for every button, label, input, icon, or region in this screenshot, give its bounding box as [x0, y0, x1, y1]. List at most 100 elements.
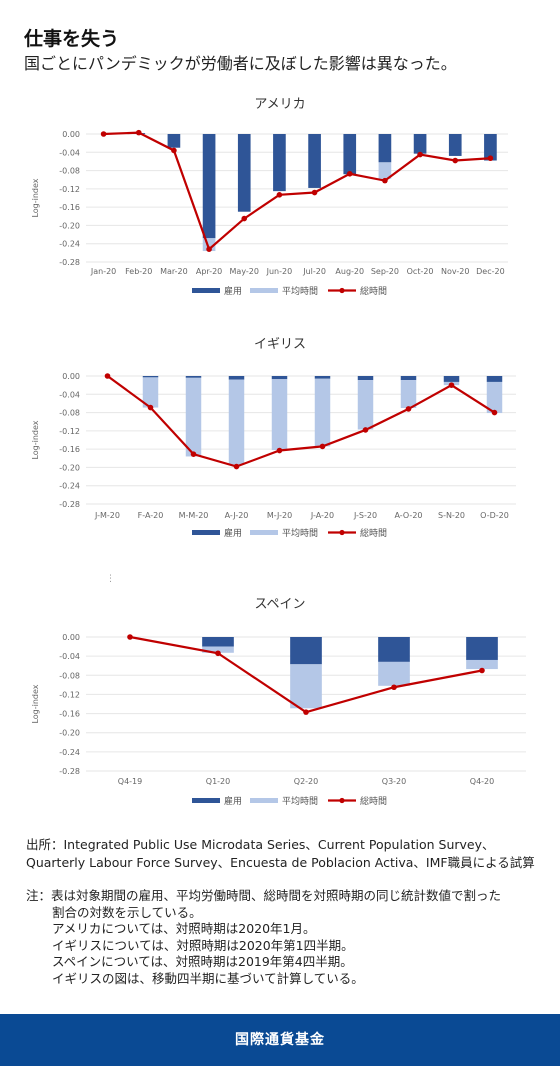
bar-employment	[413, 134, 427, 154]
legend-label: 雇用	[224, 527, 242, 539]
x-tick-label: Q1-20	[206, 777, 230, 786]
y-tick-label: -0.16	[59, 203, 80, 212]
bar-employment	[290, 637, 322, 665]
y-tick-label: -0.12	[59, 427, 80, 436]
point-total-hours	[127, 634, 133, 640]
x-tick-label: Jun-20	[266, 267, 293, 276]
legend-label: 総時間	[360, 527, 387, 539]
bar-avg-hours	[378, 661, 410, 686]
x-tick-label: F-A-20	[138, 511, 164, 520]
chart-usa: アメリカ 0.00 -0.04 -0.08 -0.12 -0.16 -0.20 -0.24 -0…	[0, 88, 560, 308]
x-tick-label: Q4-19	[118, 777, 142, 786]
point-total-hours	[303, 709, 309, 715]
bar-employment	[185, 376, 202, 378]
legend-swatch	[250, 798, 278, 803]
x-tick-label: Q4-20	[470, 777, 494, 786]
point-total-hours	[190, 451, 197, 457]
point-total-hours	[276, 192, 283, 198]
legend-label: 総時間	[360, 285, 387, 297]
legend-label: 平均時間	[282, 527, 318, 539]
y-tick-label: -0.08	[59, 671, 80, 680]
point-total-hours	[391, 684, 397, 691]
bar-employment	[378, 134, 392, 163]
legend-label: 総時間	[360, 795, 387, 807]
x-tick-label: Feb-20	[125, 267, 152, 276]
legend-swatch	[192, 530, 220, 535]
legend-swatch	[192, 798, 220, 803]
bar-employment	[308, 134, 321, 188]
point-total-hours	[233, 463, 240, 470]
legend-marker	[339, 797, 345, 804]
ellipsis-mark: ⋮	[106, 574, 115, 584]
bar-avg-hours	[290, 664, 322, 709]
y-axis-label: Log-index	[31, 420, 40, 459]
notes-block: 注：表は対象期間の雇用、平均労働時間、総時間を対照時期の同じ統計数値で割った 割…	[26, 888, 541, 987]
chart-title: イギリス	[254, 337, 306, 352]
y-tick-label: -0.08	[59, 167, 80, 176]
line-total-hours	[106, 375, 496, 468]
y-tick-label: -0.04	[59, 652, 80, 661]
y-tick-label: -0.12	[59, 690, 80, 699]
bar-avg-hours	[378, 162, 392, 179]
bar-employment	[202, 637, 234, 647]
chart-spain: スペイン 0.00 -0.04 -0.08 -0.12 -0.16 -0.20 -0.24 -0…	[0, 588, 560, 820]
y-tick-label: -0.20	[59, 221, 80, 230]
bar-employment	[142, 376, 159, 378]
point-total-hours	[100, 131, 107, 137]
point-total-hours	[487, 155, 494, 162]
footer-banner: 国際通貨基金	[0, 1014, 560, 1066]
y-tick-label: -0.20	[59, 463, 80, 472]
x-tick-label: M-M-20	[179, 511, 209, 520]
point-total-hours	[135, 129, 142, 136]
x-tick-label: Dec-20	[476, 267, 505, 276]
legend-swatch	[250, 288, 278, 293]
bar-avg-hours	[357, 380, 374, 430]
notes-line: イギリスについては、対照時期は2020年第1四半期。	[52, 937, 354, 953]
y-tick-label: -0.28	[59, 500, 80, 509]
x-tick-label: J-S-20	[353, 511, 377, 520]
x-tick-label: A-J-20	[225, 511, 249, 520]
y-tick-label: -0.12	[59, 185, 80, 194]
chart-title: アメリカ	[254, 97, 305, 112]
y-tick-label: -0.04	[59, 390, 80, 399]
point-total-hours	[206, 246, 212, 252]
bar-employment	[314, 376, 331, 379]
y-tick-label: 0.00	[62, 633, 80, 642]
x-tick-label: Jan-20	[90, 267, 116, 276]
bar-avg-hours	[314, 378, 331, 447]
notes-line: イギリスの図は、移動四半期に基づいて計算している。	[52, 970, 364, 986]
chart-svg: イギリス 0.00 -0.04 -0.08 -0.12 -0.16 -0.20 -0.24 -0…	[31, 337, 516, 539]
bar-employment	[228, 376, 245, 380]
bar-employment	[466, 637, 498, 660]
x-tick-label: S-N-20	[438, 511, 465, 520]
point-total-hours	[346, 170, 353, 177]
bar-employment	[443, 376, 460, 382]
bar-avg-hours	[185, 377, 202, 457]
x-tick-label: O-D-20	[480, 511, 509, 520]
x-tick-label: J-M-20	[94, 511, 120, 520]
x-tick-label: Q2-20	[294, 777, 318, 786]
source-note: 出所：Integrated Public Use Microdata Serie…	[26, 837, 535, 870]
point-total-hours	[147, 404, 154, 411]
bar-employment	[484, 134, 497, 161]
y-tick-label: -0.24	[59, 482, 80, 491]
point-total-hours	[362, 427, 369, 433]
point-total-hours	[319, 443, 326, 450]
legend-swatch	[250, 530, 278, 535]
x-tick-label: M-J-20	[267, 511, 292, 520]
y-tick-label: -0.28	[59, 258, 80, 267]
legend-label: 平均時間	[282, 285, 318, 297]
bar-employment	[448, 134, 462, 156]
x-tick-label: May-20	[230, 267, 259, 276]
chart-title: スペイン	[254, 597, 305, 612]
point-total-hours	[215, 650, 221, 657]
point-total-hours	[405, 406, 412, 412]
legend-marker	[339, 287, 345, 294]
legend-marker	[339, 529, 345, 536]
point-total-hours	[417, 151, 423, 158]
y-tick-label: -0.08	[59, 409, 80, 418]
notes-lead: 注：表は対象期間の雇用、平均労働時間、総時間を対照時期の同じ統計数値で割った	[26, 888, 502, 903]
x-tick-label: Mar-20	[160, 267, 188, 276]
bar-avg-hours	[400, 380, 417, 408]
notes-cont: 割合の対数を示している。	[52, 904, 202, 920]
